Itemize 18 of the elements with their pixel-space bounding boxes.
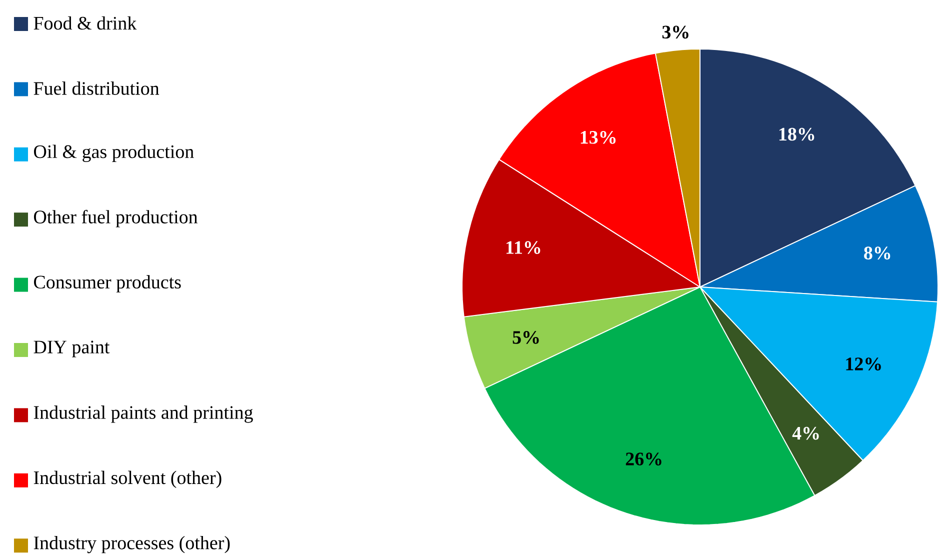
data-label: 8% bbox=[864, 246, 890, 260]
data-label: 26% bbox=[626, 452, 662, 466]
legend-label: Industrial solvent (other) bbox=[34, 470, 222, 488]
data-label: 4% bbox=[792, 426, 819, 440]
legend-label: Industry processes (other) bbox=[34, 536, 230, 554]
data-label: 5% bbox=[512, 331, 539, 344]
legend-label: Industrial paints and printing bbox=[34, 406, 253, 423]
legend-label: Other fuel production bbox=[34, 210, 198, 228]
data-label: 12% bbox=[846, 358, 881, 370]
legend-label: Food & drink bbox=[34, 16, 137, 30]
legend-label: Fuel distribution bbox=[34, 82, 160, 95]
data-label: 3% bbox=[662, 26, 688, 39]
legend-label: Consumer products bbox=[34, 275, 181, 292]
legend-label: Oil & gas production bbox=[34, 144, 194, 162]
data-label: 18% bbox=[779, 128, 814, 141]
data-label: 11% bbox=[506, 241, 540, 254]
data-label: 13% bbox=[580, 130, 616, 144]
legend-label: DIY paint bbox=[34, 340, 110, 358]
